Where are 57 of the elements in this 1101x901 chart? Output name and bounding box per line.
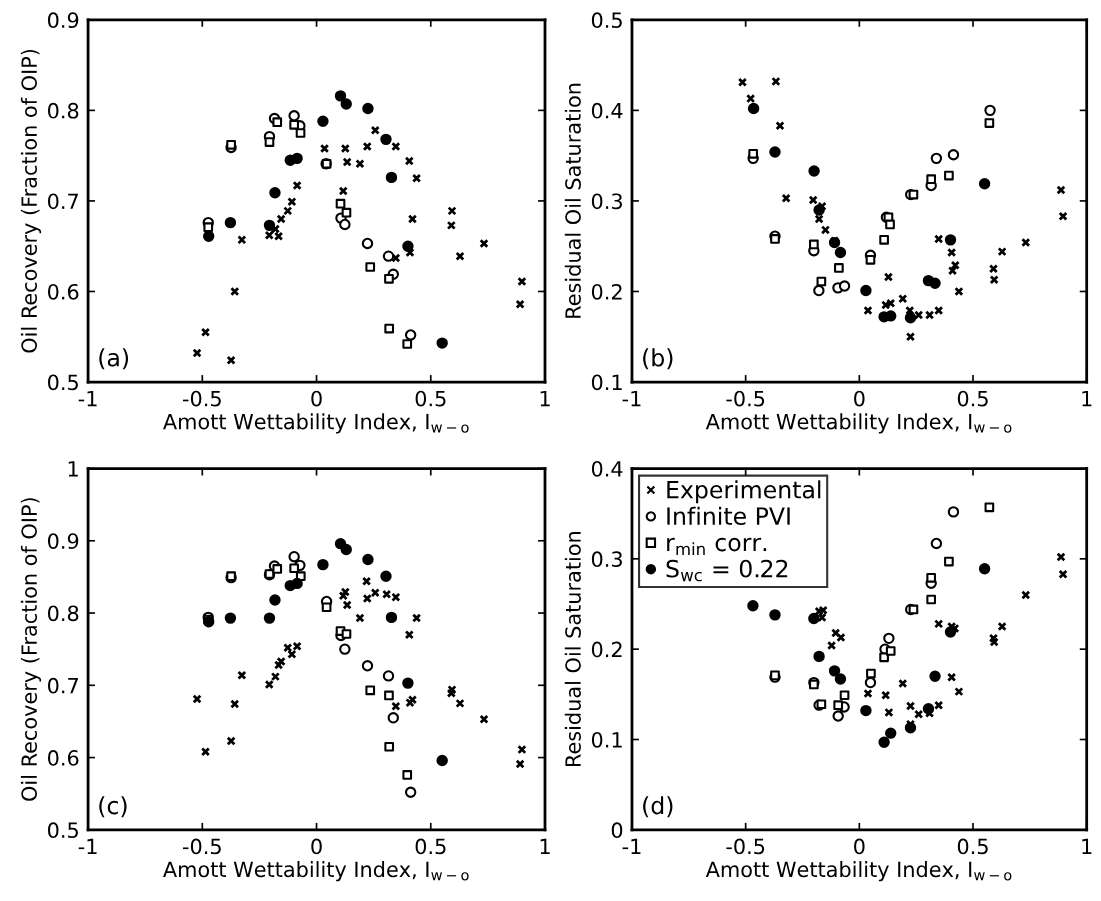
x-tick-label: -1 — [622, 838, 641, 854]
x-tick-label: 0 — [854, 838, 865, 855]
x-axis-title: Amott Wettability Index, I$_{w−o}$ — [163, 413, 469, 434]
legend-label: S$_{wc}$ = 0.22 — [666, 559, 788, 582]
y-tick-label: 0.5 — [591, 12, 622, 29]
x-tick-label: -1 — [622, 391, 641, 407]
x-axis-title: Amott Wettability Index, I$_{w−o}$ — [705, 861, 1012, 882]
y-tick-label: 0.6 — [47, 283, 79, 300]
x-tick-label: 0.5 — [957, 390, 988, 407]
x-tick-label: -0.5 — [726, 838, 765, 855]
x-tick-label: 0.5 — [957, 838, 988, 855]
y-tick-label: 0.2 — [591, 641, 622, 658]
x-tick-label: 1 — [1082, 838, 1092, 854]
x-tick-label: 1 — [540, 838, 550, 854]
legend-label: Infinite PVI — [667, 506, 790, 525]
y-tick-label: 0.3 — [591, 193, 622, 210]
y-tick-label: 0 — [611, 822, 623, 839]
y-tick-label: 0.1 — [591, 374, 622, 391]
y-axis-title: Oil Recovery (Fraction of OIP) — [20, 49, 42, 353]
x-axis-title: Amott Wettability Index, I$_{w−o}$ — [705, 413, 1012, 434]
annotation: (b) — [643, 348, 673, 370]
annotation: (a) — [99, 348, 129, 370]
x-tick-label: -1 — [78, 838, 97, 854]
x-tick-label: -0.5 — [183, 390, 221, 407]
x-axis-title: Amott Wettability Index, I$_{w−o}$ — [163, 861, 469, 882]
y-tick-label: 0.4 — [591, 102, 623, 119]
x-tick-label: 1 — [540, 391, 550, 407]
annotation: (d) — [643, 796, 673, 818]
x-tick-label: -0.5 — [183, 838, 221, 855]
y-tick-label: 1 — [68, 461, 78, 477]
y-axis-title: Oil Recovery (Fraction of OIP) — [20, 498, 42, 801]
y-tick-label: 0.6 — [47, 750, 79, 766]
x-tick-label: 0 — [311, 838, 322, 855]
y-axis-title: Residual Oil Saturation — [564, 83, 581, 318]
y-tick-label: 0.2 — [591, 283, 622, 300]
annotation: (c) — [99, 796, 127, 818]
y-tick-label: 0.7 — [47, 193, 78, 210]
y-axis-title: Residual Oil Saturation — [564, 532, 581, 767]
y-tick-label: 0.8 — [47, 102, 79, 119]
legend-label: Experimental — [667, 480, 821, 504]
y-tick-label: 0.1 — [591, 731, 622, 748]
x-tick-label: 0.5 — [415, 390, 446, 407]
y-tick-label: 0.8 — [47, 605, 79, 622]
y-tick-label: 0.9 — [47, 12, 79, 29]
y-tick-label: 0.5 — [47, 374, 78, 391]
x-tick-label: 0 — [854, 390, 865, 407]
y-tick-label: 0.5 — [47, 822, 78, 839]
y-tick-label: 0.9 — [47, 533, 79, 549]
x-tick-label: 0 — [311, 390, 322, 407]
y-tick-label: 0.3 — [591, 551, 622, 568]
x-tick-label: 0.5 — [415, 838, 446, 855]
x-tick-label: 1 — [1082, 391, 1092, 407]
legend-label: r$_{min}$ corr. — [667, 537, 767, 555]
y-tick-label: 0.4 — [591, 460, 623, 477]
x-tick-label: -1 — [78, 391, 97, 407]
x-tick-label: -0.5 — [726, 390, 765, 407]
y-tick-label: 0.7 — [47, 677, 78, 694]
